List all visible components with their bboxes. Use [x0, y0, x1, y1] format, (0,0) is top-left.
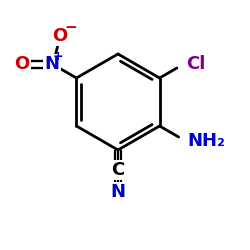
Text: NH₂: NH₂ [188, 132, 226, 150]
Text: −: − [65, 20, 78, 34]
Text: N: N [110, 183, 126, 201]
Text: O: O [14, 55, 30, 73]
Text: C: C [111, 161, 124, 179]
Text: +: + [53, 50, 64, 64]
Text: O: O [52, 27, 68, 45]
Text: N: N [45, 55, 60, 73]
Text: Cl: Cl [186, 55, 205, 73]
